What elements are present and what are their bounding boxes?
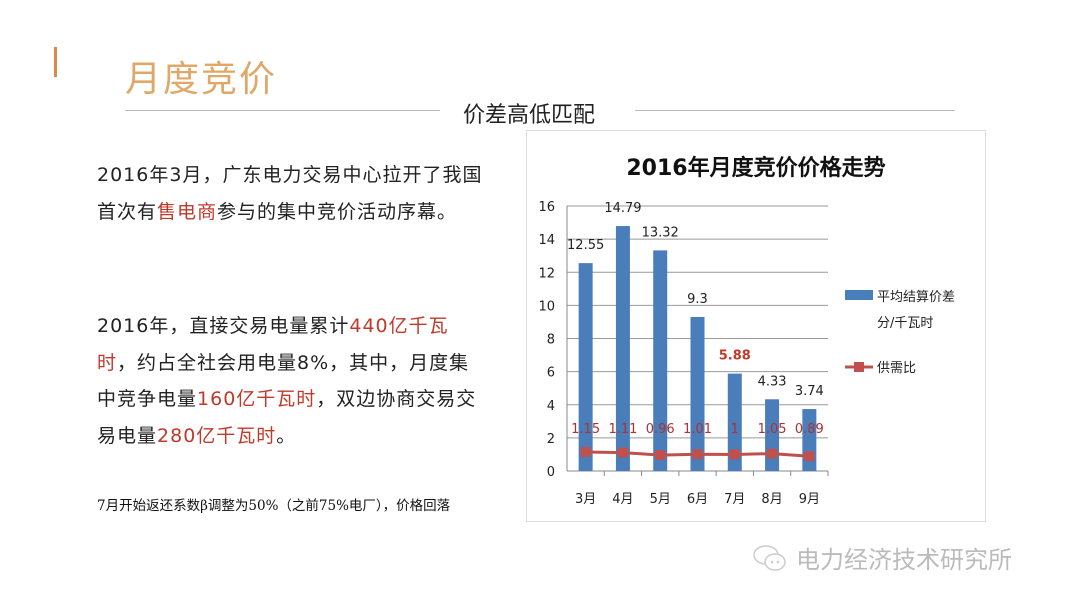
y-tick-label: 2 <box>547 432 555 447</box>
bar <box>578 263 593 471</box>
price-trend-chart: 2016年月度竞价价格走势 0 2 4 6 8 10 12 14 16 3月 12.55 4月 14.79… <box>538 155 955 507</box>
y-tick-label: 6 <box>547 366 555 381</box>
text-segment: 2016年3月，广东电力交易中心拉开了我国首次有 <box>97 164 483 223</box>
bar-data-label: 14.79 <box>604 201 641 216</box>
x-tick-label: 3月 <box>575 492 596 507</box>
divider-left <box>125 110 440 111</box>
bar-data-label: 9.3 <box>687 292 708 307</box>
chart-panel: 2016年月度竞价价格走势 0 2 4 6 8 10 12 14 16 3月 12.55 4月 14.79… <box>526 130 986 522</box>
legend-bar-unit: 分/千瓦时 <box>877 316 933 331</box>
line-data-label: 1.05 <box>758 422 787 437</box>
x-tick-label: 7月 <box>724 492 745 507</box>
note-text: 7月开始返还系数β调整为50%（之前75%电厂），价格回落 <box>97 498 451 514</box>
bar-data-label: 12.55 <box>567 238 604 253</box>
bar <box>727 373 742 471</box>
legend-line-label: 供需比 <box>877 361 916 376</box>
line-data-label: 1 <box>731 422 739 437</box>
x-tick-label: 4月 <box>612 492 633 507</box>
y-tick-label: 0 <box>547 465 555 480</box>
line-marker <box>804 451 815 462</box>
legend-line-marker <box>854 362 864 372</box>
bar-data-label: 4.33 <box>758 374 787 389</box>
bar <box>615 226 630 471</box>
text-segment: 2016年，直接交易电量累计 <box>97 315 350 337</box>
divider-right <box>635 110 955 111</box>
line-marker <box>692 449 703 460</box>
line-data-label: 0.96 <box>646 422 675 437</box>
watermark-text: 电力经济技术研究所 <box>796 546 1012 574</box>
chart-title: 2016年月度竞价价格走势 <box>626 155 885 181</box>
paragraph-volume: 2016年，直接交易电量累计440亿千瓦时，约占全社会用电量8%，其中，月度集中… <box>97 308 487 454</box>
x-tick-label: 6月 <box>687 492 708 507</box>
y-tick-label: 14 <box>538 233 555 248</box>
x-tick-label: 5月 <box>650 492 671 507</box>
title-accent-bar <box>54 47 57 77</box>
page-title: 月度竞价 <box>125 59 278 100</box>
highlighted-text: 售电商 <box>157 200 218 223</box>
bar-data-label: 13.32 <box>642 225 679 240</box>
line-marker <box>655 450 666 461</box>
bar <box>653 250 668 471</box>
text-segment: 参与的集中竞价活动序幕。 <box>217 200 458 223</box>
line-marker <box>580 446 591 457</box>
watermark: 电力经济技术研究所 <box>752 540 1012 575</box>
highlighted-text: 440亿千瓦时 <box>97 315 449 374</box>
y-tick-label: 16 <box>538 200 555 215</box>
paragraph-intro: 2016年3月，广东电力交易中心拉开了我国首次有售电商参与的集中竞价活动序幕。 <box>97 157 487 230</box>
highlighted-text: 160亿千瓦时 <box>197 388 317 410</box>
text-segment: ，约占全社会用电量8%，其中，月度集中竞争电量 <box>97 351 470 411</box>
y-tick-label: 8 <box>547 333 555 348</box>
section-subtitle: 价差高低匹配 <box>463 103 596 128</box>
line-marker <box>729 449 740 460</box>
x-tick-label: 9月 <box>799 492 820 507</box>
line-data-label: 1.11 <box>608 422 637 437</box>
bar <box>690 316 705 471</box>
y-tick-label: 12 <box>538 266 555 281</box>
highlighted-text: 280亿千瓦时 <box>157 424 277 447</box>
y-tick-label: 4 <box>547 399 555 414</box>
text-segment: 。 <box>276 424 297 447</box>
bar-data-label: 5.88 <box>719 349 751 364</box>
line-data-label: 1.15 <box>571 422 600 437</box>
line-data-label: 0.89 <box>795 422 824 437</box>
line-marker <box>617 447 628 458</box>
bar <box>802 409 817 471</box>
legend-bar-label: 平均结算价差 <box>877 290 955 305</box>
wechat-icon <box>753 544 786 571</box>
line-marker <box>767 448 778 459</box>
y-tick-label: 10 <box>538 299 555 314</box>
legend-bar-swatch <box>845 290 873 300</box>
bar-data-label: 3.74 <box>795 384 824 399</box>
text-segment: ，双边协商交易交易电量 <box>97 388 477 447</box>
line-data-label: 1.01 <box>683 422 712 437</box>
x-tick-label: 8月 <box>761 492 782 507</box>
